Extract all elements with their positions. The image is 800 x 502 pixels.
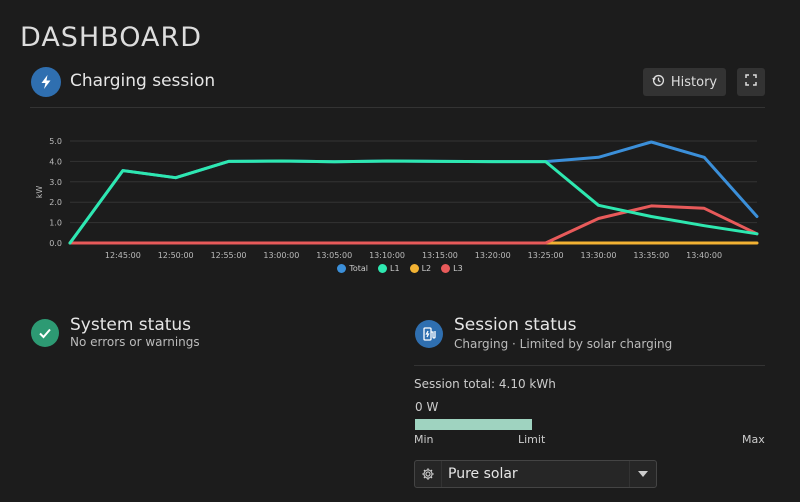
legend-label: L3 [453, 264, 463, 273]
page-title: DASHBOARD [20, 22, 203, 53]
charging-chart: 0.0 1.0 2.0 3.0 4.0 5.0 kW 12:45:00 12:50:00 12:5… [35, 137, 759, 258]
legend-item-total[interactable]: Total [337, 264, 368, 273]
legend-label: L1 [390, 264, 400, 273]
gear-icon [415, 461, 442, 487]
ev-charger-icon [415, 320, 443, 348]
x-tick-label: 13:20:00 [475, 251, 511, 258]
x-tick-label: 13:15:00 [422, 251, 458, 258]
x-tick-label: 12:50:00 [158, 251, 194, 258]
legend-label: Total [349, 264, 369, 273]
chart-legend: Total L1 L2 L3 [0, 264, 800, 273]
charging-session-title: Charging session [70, 71, 216, 91]
charging-mode-select[interactable]: Pure solar [414, 460, 657, 488]
fullscreen-icon [745, 74, 757, 90]
x-tick-label: 13:35:00 [633, 251, 669, 258]
card-divider [30, 107, 765, 108]
series-line-l3 [68, 204, 759, 245]
system-status-title: System status [70, 315, 192, 335]
x-tick-label: 12:45:00 [105, 251, 141, 258]
session-total: Session total: 4.10 kWh [414, 377, 556, 391]
x-tick-label: 12:55:00 [211, 251, 247, 258]
power-bar [415, 419, 765, 430]
y-tick-label: 4.0 [49, 157, 62, 166]
y-tick-label: 0.0 [49, 239, 62, 248]
history-icon [652, 74, 665, 91]
min-label: Min [414, 433, 434, 446]
x-tick-label: 13:30:00 [580, 251, 616, 258]
series-line-l1 [68, 159, 759, 245]
legend-item-l1[interactable]: L1 [378, 264, 400, 273]
legend-item-l2[interactable]: L2 [409, 264, 432, 273]
session-status-subtitle: Charging · Limited by solar charging [454, 337, 673, 351]
x-tick-label: 13:10:00 [369, 251, 405, 258]
x-tick-label: 13:40:00 [686, 251, 722, 258]
y-axis-label: kW [35, 186, 44, 199]
legend-label: L2 [421, 264, 432, 273]
legend-item-l3[interactable]: L3 [441, 264, 463, 273]
series-line-total [68, 140, 759, 245]
check-icon [31, 319, 59, 347]
chevron-down-icon[interactable] [629, 461, 656, 487]
session-status-title: Session status [454, 315, 577, 335]
y-tick-label: 5.0 [49, 137, 62, 146]
lightning-icon [31, 67, 61, 97]
history-label: History [670, 74, 718, 90]
y-tick-label: 1.0 [49, 219, 62, 228]
system-status-subtitle: No errors or warnings [70, 335, 200, 349]
fullscreen-button[interactable] [737, 68, 765, 96]
y-tick-label: 2.0 [49, 198, 62, 207]
power-bar-fill [415, 419, 532, 430]
x-tick-label: 13:00:00 [263, 251, 299, 258]
legend-swatch [337, 264, 347, 273]
max-label: Max [742, 433, 765, 446]
legend-swatch [378, 264, 388, 273]
x-tick-label: 13:05:00 [316, 251, 352, 258]
legend-swatch [441, 264, 451, 273]
y-tick-label: 3.0 [49, 178, 62, 187]
x-tick-label: 13:25:00 [528, 251, 564, 258]
history-button[interactable]: History [643, 68, 726, 96]
charging-mode-value: Pure solar [448, 466, 518, 482]
limit-label: Limit [518, 433, 546, 446]
current-power: 0 W [415, 400, 439, 414]
session-divider [414, 365, 765, 366]
legend-swatch [409, 264, 419, 273]
